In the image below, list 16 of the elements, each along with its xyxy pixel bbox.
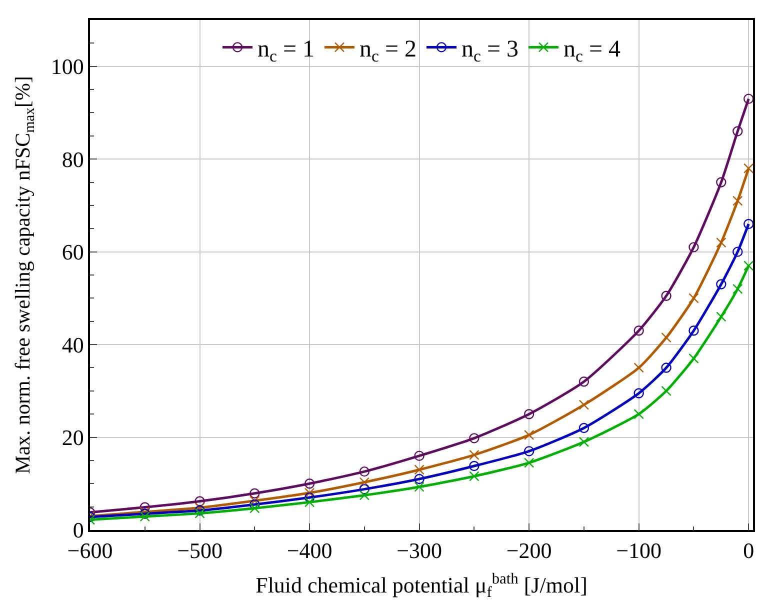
legend-label: n$_{c}$ = 4 (564, 36, 620, 66)
y-tick-label: 80 (62, 146, 84, 172)
y-tick-label: 100 (50, 54, 84, 80)
y-tick-label: 60 (62, 240, 84, 265)
x-axis-title: Fluid chemical potential μ$_{f}$$^{bath}$ [J/mol] (256, 570, 588, 602)
x-tick-label: −200 (506, 538, 552, 564)
x-tick-label: −500 (177, 538, 222, 564)
legend-label: n$_{c}$ = 3 (462, 36, 518, 66)
x-tick-label: 0 (743, 538, 754, 564)
y-tick-label: 20 (62, 424, 84, 450)
legend-label: n$_{c}$ = 2 (360, 36, 416, 66)
x-tick-label: −400 (286, 538, 332, 564)
x-tick-label: −100 (616, 538, 662, 564)
legend-label: n$_{c}$ = 1 (258, 36, 314, 66)
y-tick-label: 40 (62, 332, 84, 358)
x-tick-label: −300 (396, 538, 442, 564)
